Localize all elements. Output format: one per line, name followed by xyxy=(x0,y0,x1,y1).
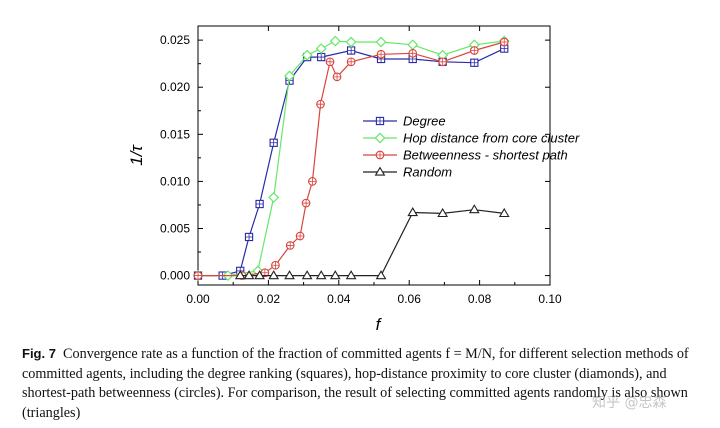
plot-area: 0.00 0.02 0.04 0.06 0.08 0.10 0.000 0.005 0.010 0… xyxy=(127,25,562,334)
y-tick-label: 0.010 xyxy=(160,174,190,188)
data-point xyxy=(332,72,342,82)
data-point xyxy=(345,270,357,280)
data-point xyxy=(234,270,246,280)
data-point xyxy=(268,270,280,280)
data-point xyxy=(284,270,295,280)
y-tick-label: 0.025 xyxy=(160,33,190,47)
x-tick-label: 0.04 xyxy=(327,292,351,306)
x-tick-label: 0.06 xyxy=(398,292,422,306)
y-tick-label: 0.000 xyxy=(160,269,190,283)
x-tick-label: 0.08 xyxy=(468,292,492,306)
legend-marker xyxy=(374,166,386,176)
data-point xyxy=(315,270,327,280)
legend: Degree Hop distance from core cluster Betw… xyxy=(363,114,580,180)
data-point xyxy=(316,99,325,109)
data-point xyxy=(408,48,418,58)
data-point xyxy=(260,268,270,278)
data-point xyxy=(470,58,479,67)
data-point xyxy=(271,260,280,270)
watermark: 知乎 @忠森 xyxy=(592,395,667,411)
x-tick-label: 0.02 xyxy=(257,292,281,306)
data-point xyxy=(244,232,254,242)
legend-marker xyxy=(374,132,386,144)
data-point xyxy=(317,52,326,62)
y-tick-label: 0.005 xyxy=(160,221,190,235)
data-point xyxy=(193,271,203,280)
legend-label: Random xyxy=(403,165,452,180)
x-axis-title: f xyxy=(376,315,383,334)
data-point xyxy=(499,37,509,47)
data-point xyxy=(407,39,419,51)
data-point xyxy=(329,270,341,280)
y-tick-label: 0.015 xyxy=(160,127,190,141)
data-point xyxy=(346,46,356,55)
data-point xyxy=(407,206,419,217)
legend-label: Hop distance from core cluster xyxy=(403,131,580,146)
data-point xyxy=(375,270,387,280)
series-line xyxy=(198,40,505,277)
legend-item: Betweenness - shortest path xyxy=(363,148,568,163)
caption-text: Convergence rate as a function of the fr… xyxy=(22,346,689,421)
legend-item: Degree xyxy=(363,114,446,129)
data-point xyxy=(243,270,255,280)
caption-label: Fig. 7 xyxy=(22,346,56,361)
y-tick-label: 0.020 xyxy=(160,80,190,94)
legend-item: Hop distance from core cluster xyxy=(363,131,580,146)
y-axis-title: 1/τ xyxy=(127,144,146,166)
data-point xyxy=(325,57,335,67)
data-point xyxy=(375,36,387,48)
legend-label: Degree xyxy=(403,114,446,129)
data-point xyxy=(376,49,386,59)
data-point xyxy=(468,204,480,214)
data-point xyxy=(437,207,449,218)
data-point xyxy=(469,46,479,55)
series-line xyxy=(240,209,505,277)
series-circle xyxy=(193,37,509,280)
data-point xyxy=(269,138,278,147)
series-layer xyxy=(192,35,510,282)
data-point xyxy=(285,241,295,250)
data-point xyxy=(255,199,264,209)
data-point xyxy=(438,57,447,67)
data-point xyxy=(301,49,313,61)
legend-label: Betweenness - shortest path xyxy=(403,148,568,163)
data-point xyxy=(295,231,305,241)
legend-marker xyxy=(375,116,385,126)
data-point xyxy=(308,177,317,186)
data-point xyxy=(284,70,295,82)
legend-marker xyxy=(375,150,385,160)
series-triangle xyxy=(234,204,510,280)
data-point xyxy=(346,57,356,67)
chart: 0.00 0.02 0.04 0.06 0.08 0.10 0.000 0.005 0.010 0… xyxy=(127,25,580,334)
data-point xyxy=(301,270,313,280)
figure-caption: Fig. 7 Convergence rate as a function of… xyxy=(22,344,712,423)
data-point xyxy=(268,191,280,203)
x-tick-label: 0.10 xyxy=(538,292,562,306)
data-point xyxy=(345,36,357,48)
legend-item: Random xyxy=(363,165,452,180)
data-point xyxy=(498,207,510,218)
data-point xyxy=(315,43,327,55)
data-point xyxy=(254,270,265,280)
data-point xyxy=(301,198,311,208)
x-tick-label: 0.00 xyxy=(186,292,210,306)
data-point xyxy=(329,35,341,47)
